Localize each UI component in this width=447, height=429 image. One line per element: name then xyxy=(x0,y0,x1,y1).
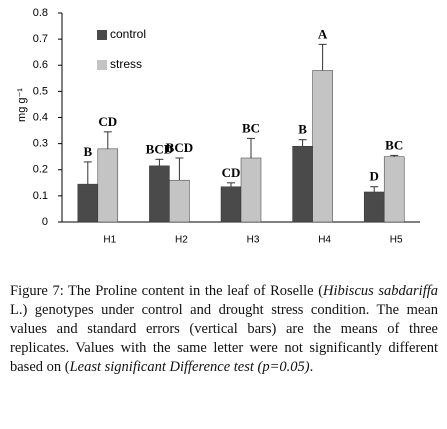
legend-swatch xyxy=(97,30,107,40)
legend-label: stress xyxy=(110,57,142,71)
y-tick-label: 0.1 xyxy=(33,190,48,202)
caption-text: Least significant Difference test (p=0.0… xyxy=(69,359,310,375)
y-tick-label: 0 xyxy=(42,216,48,228)
y-axis-label: mg g⁻¹ xyxy=(16,88,28,122)
x-tick-label: H5 xyxy=(390,235,403,246)
bar xyxy=(363,191,385,223)
legend-label: control xyxy=(110,27,146,41)
y-tick-label: 0.7 xyxy=(33,33,48,45)
caption-text: Hibiscus sabdariffa xyxy=(323,283,438,299)
caption: Figure 7: The Proline content in the lea… xyxy=(10,282,438,377)
chart: mg g⁻¹ 00.10.20.30.40.50.60.70.8H1BCDH2B… xyxy=(16,7,420,246)
significance-letter: BC xyxy=(385,137,403,152)
significance-letter: A xyxy=(318,26,328,41)
significance-letter: BCD xyxy=(146,141,173,156)
bar xyxy=(220,186,242,223)
bar xyxy=(240,157,262,223)
bar xyxy=(383,156,405,223)
x-tick-label: H4 xyxy=(318,235,331,246)
bar xyxy=(97,148,119,223)
caption-text: Figure 7: The Proline content in the lea… xyxy=(10,283,324,299)
y-tick-label: 0.8 xyxy=(33,7,48,19)
significance-letter: CD xyxy=(98,114,117,129)
y-tick-label: 0.6 xyxy=(33,59,48,71)
significance-letter: BC xyxy=(242,120,260,135)
y-tick-label: 0.5 xyxy=(33,85,48,97)
bar xyxy=(149,165,170,223)
y-tick-label: 0.2 xyxy=(33,164,48,176)
significance-letter: D xyxy=(370,169,379,184)
x-tick-label: H2 xyxy=(175,235,188,246)
y-tick-label: 0.4 xyxy=(33,111,48,123)
legend-swatch xyxy=(97,60,107,70)
bar xyxy=(169,179,190,223)
significance-letter: B xyxy=(83,144,92,159)
significance-letter: CD xyxy=(222,165,241,180)
x-tick-label: H3 xyxy=(247,235,260,246)
significance-letter: B xyxy=(298,122,307,137)
x-tick-label: H1 xyxy=(103,235,116,246)
bar xyxy=(292,145,313,223)
y-tick-label: 0.3 xyxy=(33,138,48,150)
bar xyxy=(77,183,99,223)
caption-text: . xyxy=(309,359,314,375)
bar xyxy=(312,70,333,223)
significance-letter: BCD xyxy=(166,140,193,155)
caption-text: L.) genotypes under control and drought … xyxy=(10,302,438,375)
